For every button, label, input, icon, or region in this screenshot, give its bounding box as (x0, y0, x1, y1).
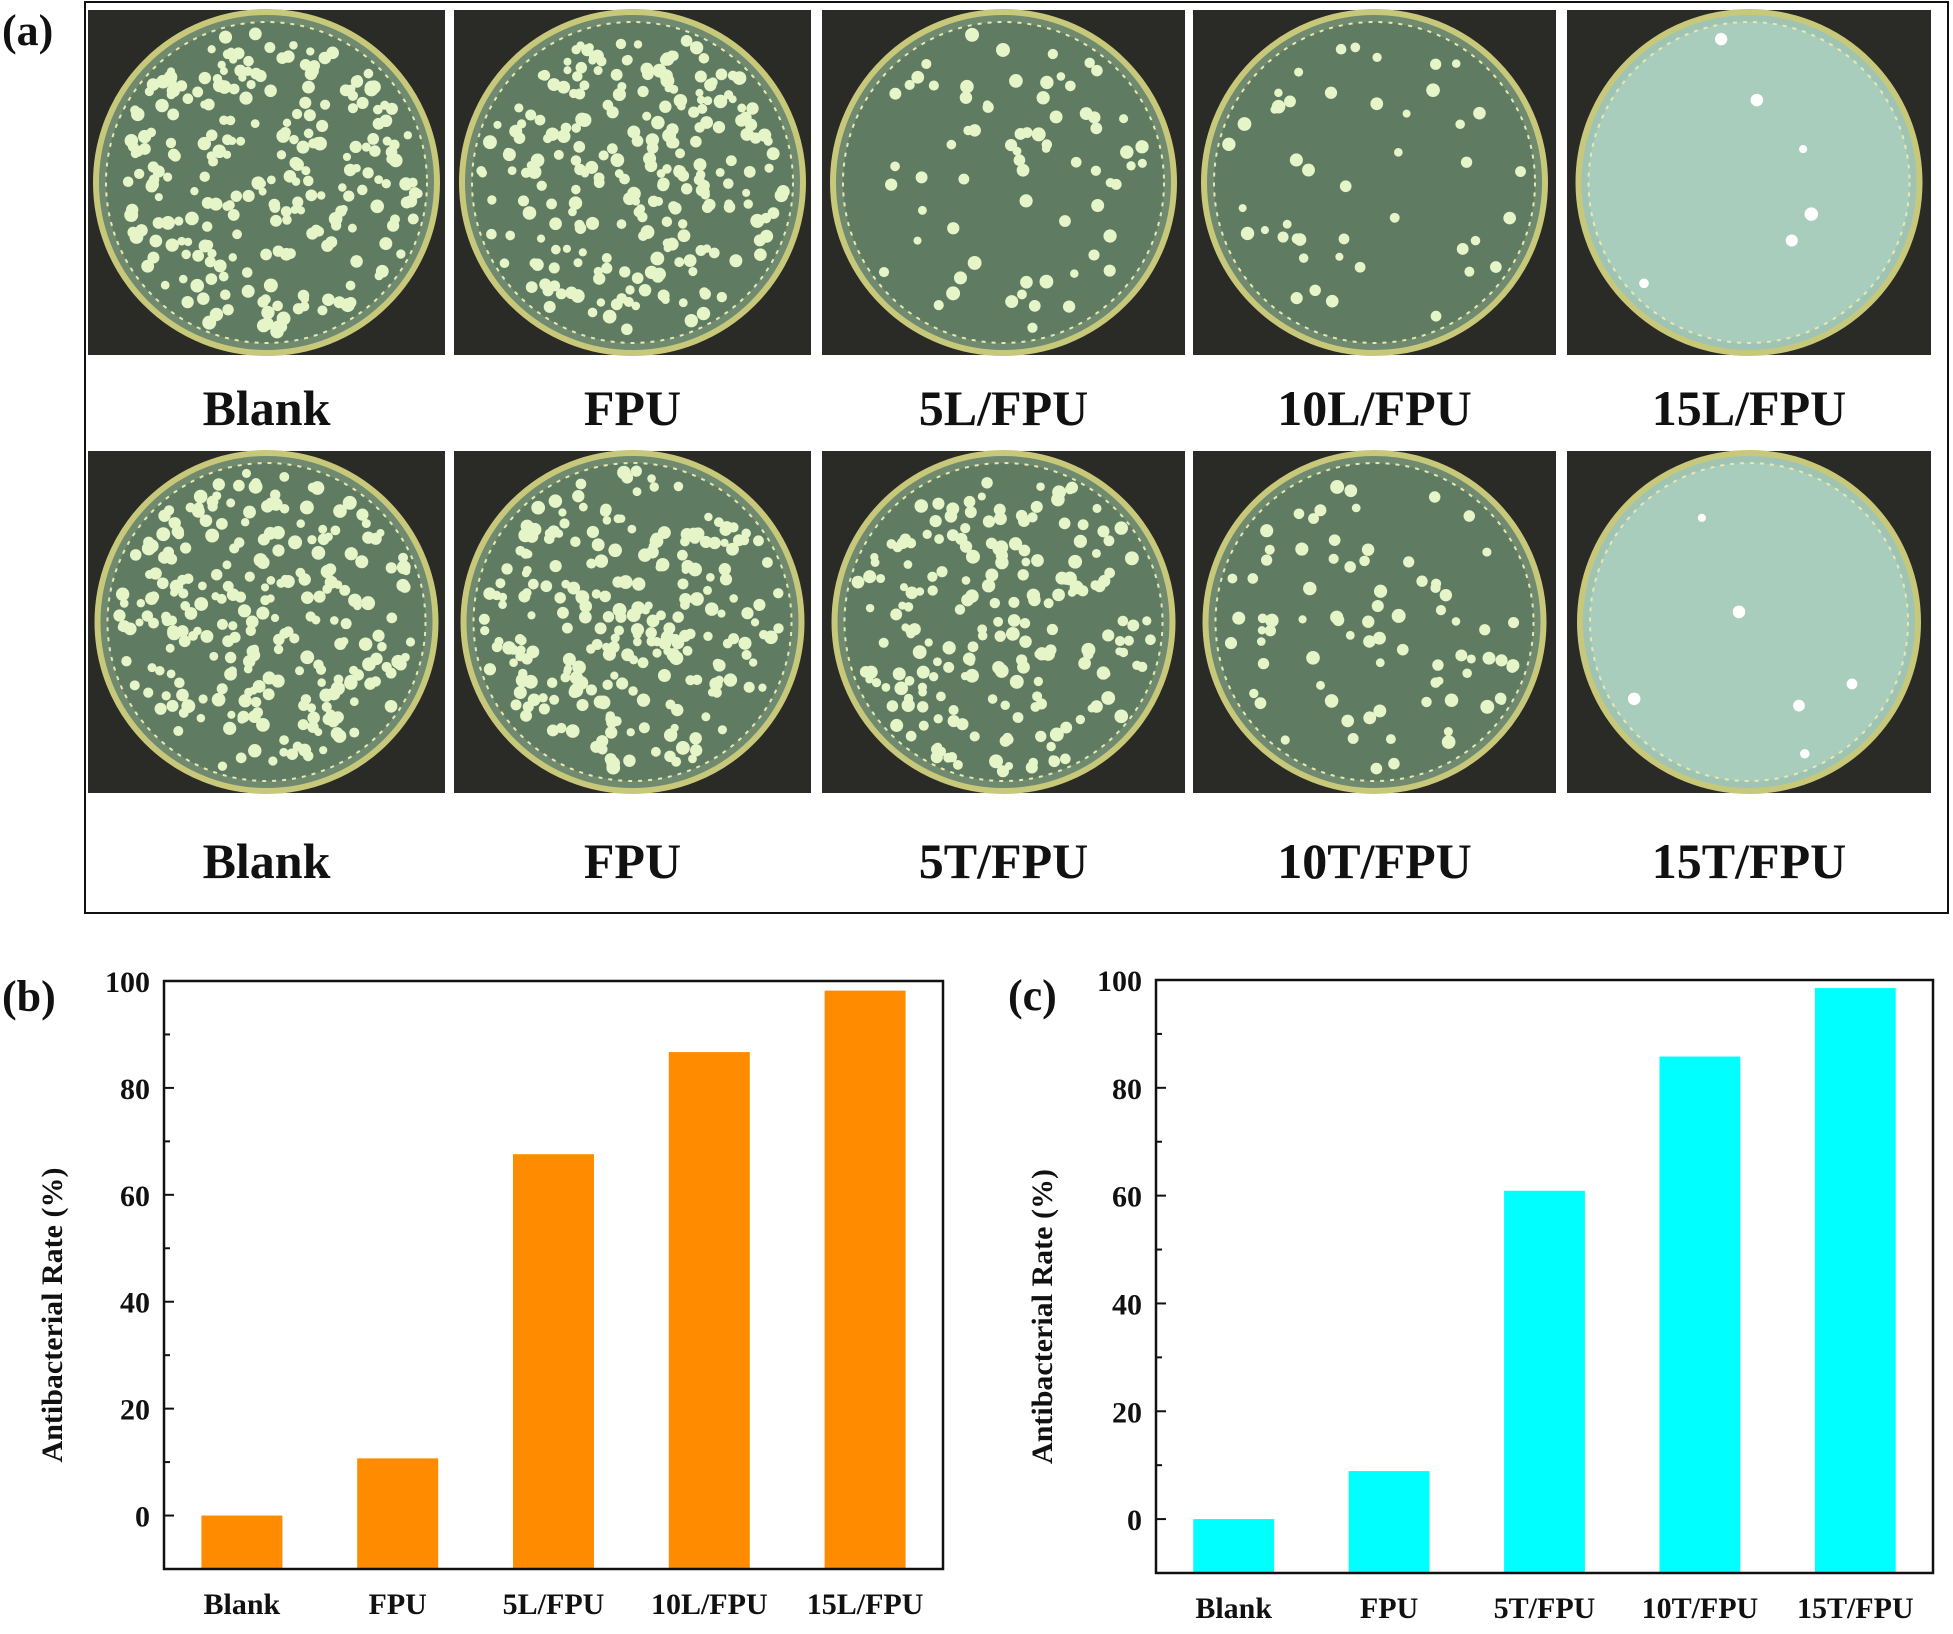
x-tick-label: 10L/FPU (651, 1588, 768, 1621)
petri-dish-photo (822, 450, 1185, 794)
petri-dish-photo (454, 450, 811, 794)
y-axis-label: Antibacterial Rate (%) (36, 1168, 69, 1463)
petri-dish-photo (1193, 450, 1556, 794)
dish-label: 5L/FPU (919, 380, 1088, 436)
y-tick-label: 60 (1112, 1181, 1142, 1214)
plot-frame (162, 979, 945, 1571)
plot-frame (1154, 978, 1935, 1575)
bar (668, 1052, 750, 1569)
charts: (b) Blank FPU 5L/FPU 10L/FPU 15L/FPU 0 20 40 60 80… (2, 965, 1935, 1625)
bar (512, 1154, 595, 1569)
petri-dish-photo (1567, 9, 1931, 356)
petri-dish-photo (1567, 450, 1931, 794)
bar (1193, 1519, 1275, 1573)
petri-dish-photo (454, 9, 811, 356)
bar (357, 1458, 439, 1569)
y-tick-label: 40 (120, 1287, 150, 1320)
bar (201, 1515, 283, 1569)
y-tick-label: 80 (1112, 1073, 1142, 1106)
y-tick-label: 40 (1112, 1288, 1142, 1321)
petri-dish-photo (1193, 9, 1556, 356)
x-tick-label: Blank (1195, 1592, 1272, 1625)
petri-dish-photo (822, 9, 1185, 356)
bar (824, 990, 906, 1569)
bar (1504, 1190, 1585, 1573)
bar (1659, 1056, 1741, 1573)
y-tick-label: 80 (120, 1073, 150, 1106)
dish-label: 10L/FPU (1277, 380, 1471, 436)
y-tick-label: 20 (120, 1394, 150, 1427)
panel-label: (b) (2, 972, 56, 1021)
bar (1348, 1471, 1430, 1573)
petri-dish-grid: Blank FPU 5L/FPU 10L/FPU 15L/FPU Blank FPU 5T/F… (88, 9, 1931, 889)
x-tick-label: FPU (1360, 1592, 1418, 1625)
y-tick-label: 0 (1127, 1504, 1142, 1537)
x-tick-label: 5T/FPU (1494, 1592, 1596, 1625)
y-tick-label: 0 (135, 1501, 150, 1534)
dish-label: 5T/FPU (919, 833, 1088, 889)
bar-chart-b: (b) Blank FPU 5L/FPU 10L/FPU 15L/FPU 0 20 40 60 80… (2, 966, 945, 1621)
y-axis-label: Antibacterial Rate (%) (1026, 1169, 1059, 1464)
y-tick-label: 60 (120, 1180, 150, 1213)
x-tick-label: 15T/FPU (1797, 1592, 1914, 1625)
x-tick-label: 5L/FPU (503, 1588, 605, 1621)
y-tick-label: 100 (105, 966, 150, 999)
y-tick-label: 20 (1112, 1396, 1142, 1429)
dish-label: FPU (584, 380, 681, 436)
x-tick-label: Blank (204, 1588, 281, 1621)
x-tick-label: 15L/FPU (807, 1588, 924, 1621)
dish-label: Blank (203, 833, 331, 889)
y-tick-label: 100 (1097, 965, 1142, 998)
petri-dish-photo (88, 9, 445, 356)
dish-label: 15T/FPU (1652, 833, 1846, 889)
dish-label: FPU (584, 833, 681, 889)
panel-a-label: (a) (2, 6, 53, 55)
dish-label: 15L/FPU (1652, 380, 1846, 436)
dish-label: Blank (203, 380, 331, 436)
panel-a-frame (84, 1, 1949, 914)
dish-label: 10T/FPU (1277, 833, 1471, 889)
panel-label: (c) (1008, 971, 1057, 1020)
x-tick-label: FPU (369, 1588, 427, 1621)
bar-chart-c: (c) Blank FPU 5T/FPU 10T/FPU 15T/FPU 0 20 40 60 80… (1008, 965, 1935, 1625)
petri-dish-photo (88, 450, 445, 794)
bar (1814, 988, 1896, 1573)
x-tick-label: 10T/FPU (1642, 1592, 1759, 1625)
